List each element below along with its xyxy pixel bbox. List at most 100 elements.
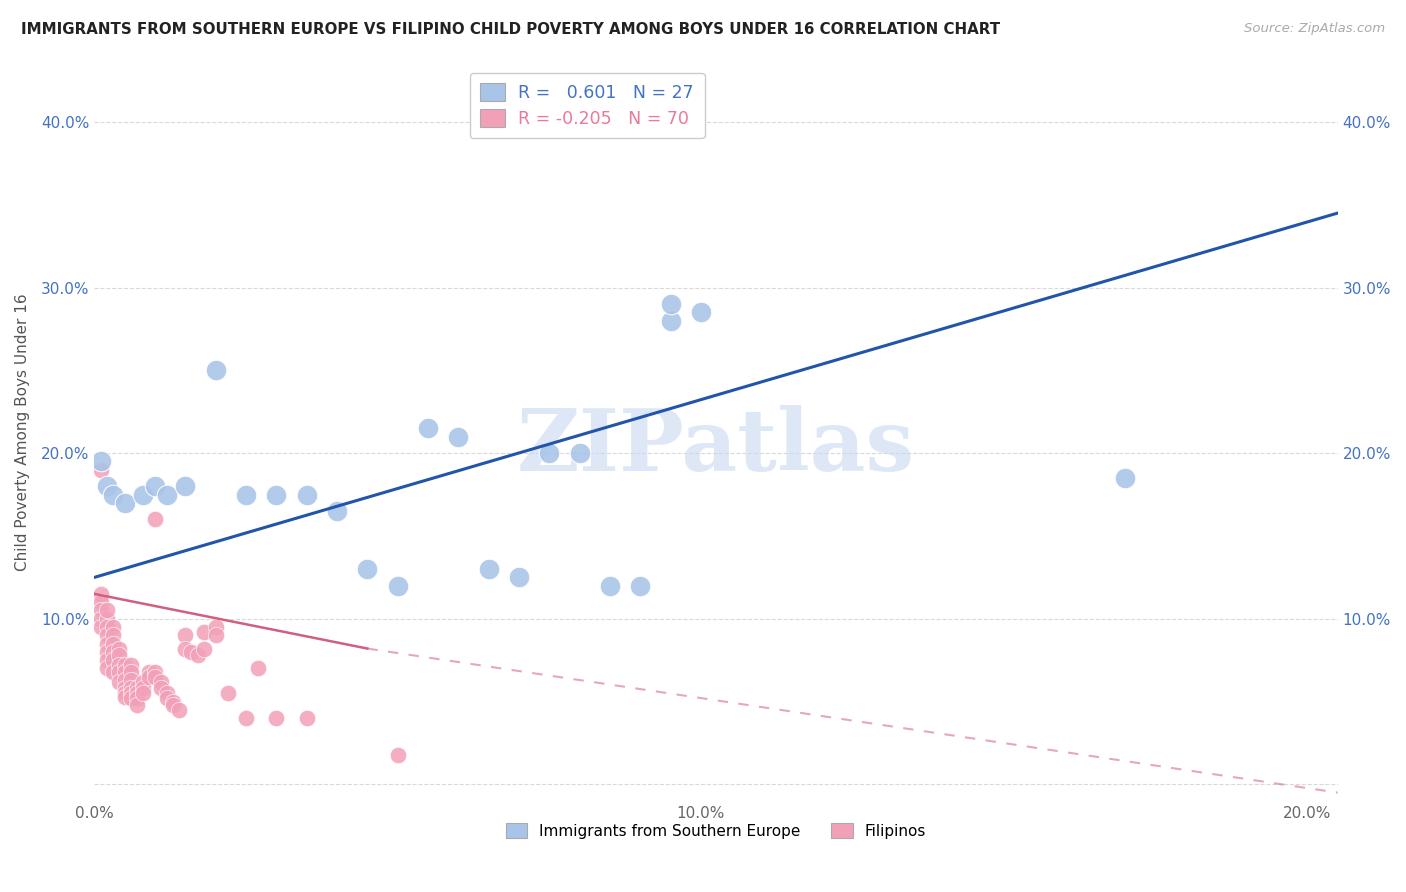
Point [387, 747, 409, 762]
Point [204, 628, 226, 642]
Point [114, 658, 136, 673]
Point [628, 579, 651, 593]
Point [132, 487, 155, 501]
Point [125, 686, 148, 700]
Point [107, 641, 129, 656]
Point [96, 612, 118, 626]
Point [120, 681, 142, 696]
Point [132, 681, 155, 696]
Point [96, 628, 118, 642]
Point [120, 665, 142, 679]
Point [193, 625, 215, 640]
Point [90, 454, 112, 468]
Point [162, 694, 184, 708]
Point [90, 620, 112, 634]
Point [96, 637, 118, 651]
Point [659, 297, 682, 311]
Point [235, 487, 257, 501]
Text: ZIPatlas: ZIPatlas [517, 405, 915, 489]
Point [114, 496, 136, 510]
Point [416, 421, 439, 435]
Point [447, 429, 470, 443]
Y-axis label: Child Poverty Among Boys Under 16: Child Poverty Among Boys Under 16 [15, 293, 30, 571]
Point [187, 648, 209, 662]
Point [295, 487, 318, 501]
Point [90, 463, 112, 477]
Text: IMMIGRANTS FROM SOUTHERN EUROPE VS FILIPINO CHILD POVERTY AMONG BOYS UNDER 16 CO: IMMIGRANTS FROM SOUTHERN EUROPE VS FILIP… [21, 22, 1000, 37]
Point [217, 686, 239, 700]
Point [266, 487, 288, 501]
Point [295, 711, 318, 725]
Point [169, 703, 191, 717]
Point [120, 673, 142, 687]
Point [120, 658, 142, 673]
Point [101, 620, 124, 634]
Point [132, 674, 155, 689]
Point [174, 628, 197, 642]
Text: Source: ZipAtlas.com: Source: ZipAtlas.com [1244, 22, 1385, 36]
Point [174, 641, 197, 656]
Point [107, 665, 129, 679]
Point [101, 637, 124, 651]
Point [125, 698, 148, 712]
Point [96, 653, 118, 667]
Point [90, 603, 112, 617]
Point [150, 681, 173, 696]
Point [538, 446, 561, 460]
Point [107, 658, 129, 673]
Point [478, 562, 501, 576]
Point [235, 711, 257, 725]
Point [90, 612, 112, 626]
Point [101, 665, 124, 679]
Point [143, 512, 166, 526]
Point [120, 686, 142, 700]
Point [96, 620, 118, 634]
Point [96, 645, 118, 659]
Point [180, 645, 202, 659]
Point [247, 661, 270, 675]
Point [101, 628, 124, 642]
Point [356, 562, 378, 576]
Point [690, 305, 713, 319]
Point [387, 579, 409, 593]
Point [90, 595, 112, 609]
Point [143, 665, 166, 679]
Point [599, 579, 621, 593]
Point [114, 690, 136, 704]
Point [96, 479, 118, 493]
Point [143, 670, 166, 684]
Point [568, 446, 591, 460]
Point [174, 479, 197, 493]
Point [96, 603, 118, 617]
Point [204, 363, 226, 377]
Point [114, 673, 136, 687]
Point [101, 653, 124, 667]
Point [266, 711, 288, 725]
Point [659, 314, 682, 328]
Legend: Immigrants from Southern Europe, Filipinos: Immigrants from Southern Europe, Filipin… [499, 816, 932, 845]
Point [107, 674, 129, 689]
Point [508, 570, 530, 584]
Point [132, 686, 155, 700]
Point [150, 674, 173, 689]
Point [138, 665, 160, 679]
Point [101, 645, 124, 659]
Point [193, 641, 215, 656]
Point [114, 665, 136, 679]
Point [96, 661, 118, 675]
Point [204, 620, 226, 634]
Point [1114, 471, 1136, 485]
Point [326, 504, 349, 518]
Point [143, 479, 166, 493]
Point [156, 686, 179, 700]
Point [162, 698, 184, 712]
Point [114, 681, 136, 696]
Point [101, 487, 124, 501]
Point [156, 691, 179, 706]
Point [90, 587, 112, 601]
Point [138, 670, 160, 684]
Point [156, 487, 179, 501]
Point [114, 686, 136, 700]
Point [125, 681, 148, 696]
Point [125, 691, 148, 706]
